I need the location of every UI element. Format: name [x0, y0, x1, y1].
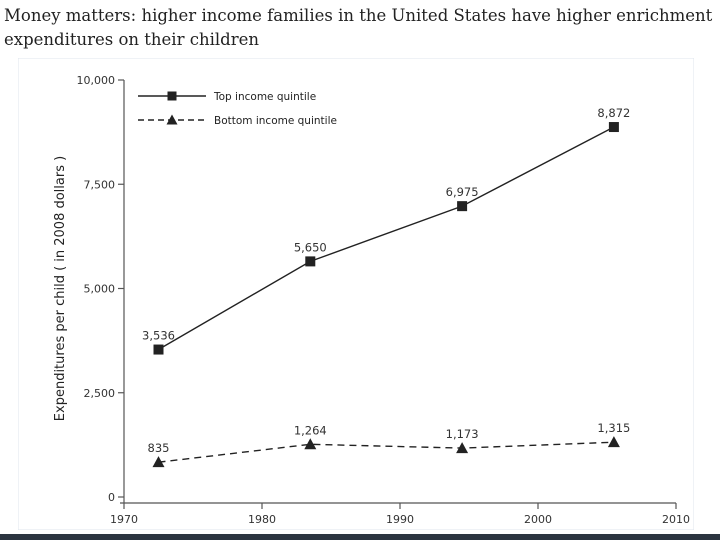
legend-marker: [166, 114, 178, 125]
bottom-bar: [0, 534, 720, 540]
data-point: [607, 436, 620, 448]
data-point: [608, 122, 619, 133]
figure-caption: Money matters: higher income families in…: [4, 6, 713, 49]
legend-item: Top income quintile: [138, 91, 316, 103]
legend-label: Top income quintile: [213, 91, 316, 103]
y-tick-label: 5,000: [84, 283, 116, 296]
data-label: 1,315: [597, 421, 630, 435]
x-tick-label: 2000: [524, 513, 552, 526]
x-tick-label: 1970: [110, 513, 138, 526]
data-point: [456, 442, 469, 454]
data-label: 1,264: [294, 423, 327, 437]
legend-marker: [167, 91, 177, 101]
data-point: [457, 201, 468, 212]
data-point: [152, 456, 165, 468]
series-line: [158, 126, 615, 351]
series-line: [158, 441, 614, 463]
legend-label: Bottom income quintile: [214, 115, 337, 127]
data-label: 835: [148, 441, 170, 455]
data-point: [153, 344, 164, 355]
data-label: 3,536: [142, 329, 175, 343]
y-tick-label: 0: [108, 491, 115, 504]
x-tick-label: 1990: [386, 513, 414, 526]
x-tick-label: 1980: [248, 513, 276, 526]
data-label: 1,173: [446, 427, 479, 441]
y-tick-label: 10,000: [77, 74, 116, 87]
chart-background: [18, 58, 694, 530]
data-label: 5,650: [294, 240, 327, 254]
y-axis-title: Expenditures per child ( in 2008 dollars…: [53, 156, 68, 421]
legend: Top income quintile Bottom income quintil…: [138, 91, 337, 127]
legend-item: Bottom income quintile: [138, 114, 337, 127]
data-label: 8,872: [597, 106, 630, 120]
axes: 0 2,500 5,000 7,500 10,000 1970 1980 1990 2000 20…: [77, 74, 691, 526]
data-point: [305, 256, 316, 267]
series-layer: 3,536 5,650 6,975 8,872 835 1,264 1,173 1,315: [142, 106, 630, 468]
series-bottom-income: 835 1,264 1,173 1,315: [148, 421, 630, 468]
line-chart: 0 2,500 5,000 7,500 10,000 1970 1980 1990 2000 20…: [18, 58, 694, 530]
series-top-income: 3,536 5,650 6,975 8,872: [142, 106, 630, 355]
y-tick-label: 2,500: [84, 387, 116, 400]
data-label: 6,975: [446, 185, 479, 199]
x-tick-label: 2010: [662, 513, 690, 526]
data-point: [304, 438, 317, 450]
y-tick-label: 7,500: [84, 178, 116, 191]
chart-container: 0 2,500 5,000 7,500 10,000 1970 1980 1990 2000 20…: [18, 58, 694, 530]
